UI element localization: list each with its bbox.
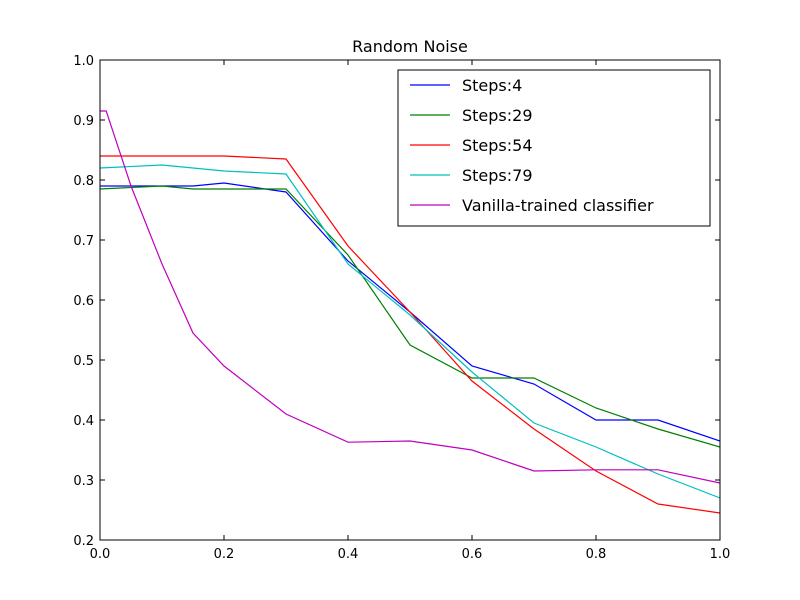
series-line-1 bbox=[100, 182, 720, 442]
y-tick-label: 0.5 bbox=[73, 354, 94, 369]
legend-label-3: Steps:54 bbox=[462, 136, 533, 155]
series-line-2 bbox=[100, 185, 720, 448]
legend-label-2: Steps:29 bbox=[462, 106, 533, 125]
y-tick-label: 0.6 bbox=[73, 294, 94, 309]
y-tick-label: 0.7 bbox=[73, 234, 94, 249]
y-tick-label: 0.4 bbox=[73, 414, 94, 429]
y-tick-label: 0.9 bbox=[73, 114, 94, 129]
plot-area bbox=[100, 110, 720, 514]
x-tick-label: 0.2 bbox=[214, 547, 235, 562]
legend-label-5: Vanilla-trained classifier bbox=[462, 196, 654, 215]
series-line-3 bbox=[100, 155, 720, 514]
series-line-5 bbox=[100, 110, 720, 484]
legend: Steps:4 Steps:29 Steps:54 Steps:79 Vanilla-t… bbox=[397, 69, 711, 227]
x-tick-label: 0.8 bbox=[586, 547, 607, 562]
y-tick-label: 0.8 bbox=[73, 174, 94, 189]
x-tick-label: 1.0 bbox=[710, 547, 731, 562]
chart-title: Random Noise bbox=[352, 37, 468, 56]
y-tick-label: 1.0 bbox=[73, 54, 94, 69]
x-tick-label: 0.6 bbox=[462, 547, 483, 562]
legend-box bbox=[397, 69, 711, 227]
series-line-4 bbox=[100, 164, 720, 499]
axes: 0.0 0.2 0.4 0.6 0.8 1.00.20.30.40.50.60.70.80… bbox=[73, 54, 730, 562]
x-tick-label: 0.4 bbox=[338, 547, 359, 562]
legend-label-1: Steps:4 bbox=[462, 76, 522, 95]
y-tick-label: 0.2 bbox=[73, 534, 94, 549]
x-tick-label: 0.0 bbox=[90, 547, 111, 562]
y-tick-label: 0.3 bbox=[73, 474, 94, 489]
legend-label-4: Steps:79 bbox=[462, 166, 533, 185]
